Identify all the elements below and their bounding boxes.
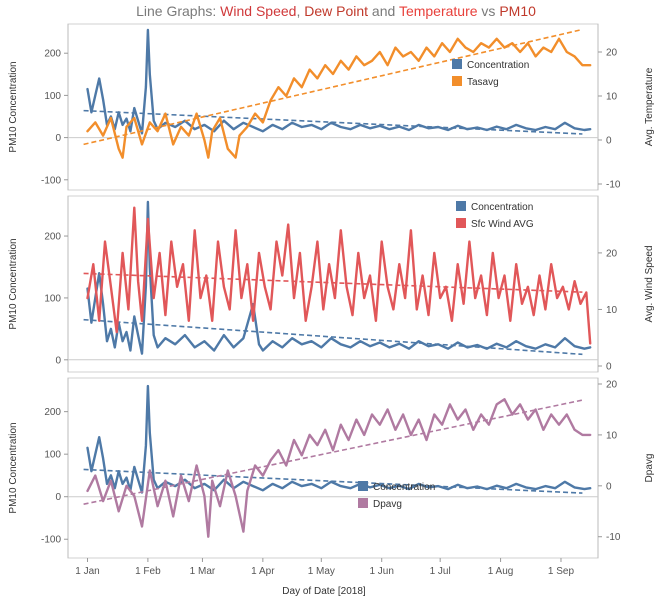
x-axis-title: Day of Date [2018] [282, 586, 366, 597]
right-axis-title: Avg. Wind Speed [644, 245, 655, 322]
left-tick-label: 100 [44, 450, 61, 461]
title-segment: , [296, 3, 304, 19]
right-tick-label: 20 [606, 380, 618, 391]
trend-line-sfc-wind-avg [83, 272, 583, 293]
title-segment: Dew Point [304, 3, 368, 19]
x-tick-label: 1 Sep [548, 566, 575, 577]
left-tick-label: 100 [44, 293, 61, 304]
right-tick-label: -10 [606, 532, 621, 543]
x-axis: 1 Jan 1 Feb 1 Mar 1 Apr 1 May 1 Jun 1 Jul 1 Aug… [75, 558, 574, 577]
left-tick-label: -100 [41, 535, 61, 546]
right-tick-label: 10 [606, 430, 618, 441]
chart-panel-2: 0 100 200 0 10 20 PM10 Concentration Avg. Wind … [8, 195, 655, 373]
left-axis-title: PM10 Concentration [8, 61, 19, 152]
series-line-concentration [86, 384, 592, 494]
right-axis-title: Avg. Temperature [644, 67, 655, 146]
right-tick-label: -10 [606, 180, 621, 191]
series-line-concentration [86, 28, 592, 135]
legend-swatch [358, 498, 368, 508]
right-tick-label: 10 [606, 92, 618, 103]
left-tick-label: 200 [44, 407, 61, 418]
left-axis-title: PM10 Concentration [8, 422, 19, 513]
chart-title: Line Graphs: Wind Speed, Dew Point and T… [136, 3, 536, 19]
legend-swatch [456, 201, 466, 211]
x-tick-label: 1 Apr [251, 566, 275, 577]
right-tick-label: 0 [606, 362, 612, 373]
left-axis-title: PM10 Concentration [8, 238, 19, 329]
left-tick-label: 0 [55, 492, 61, 503]
legend-swatch [452, 59, 462, 69]
right-tick-label: 0 [606, 136, 612, 147]
left-tick-label: 200 [44, 49, 61, 60]
trend-line-concentration [83, 318, 583, 356]
title-segment: Line Graphs: [136, 3, 220, 19]
right-tick-label: 0 [606, 481, 612, 492]
right-axis-title: Dpavg [644, 454, 655, 483]
trend-line-tasavg [83, 28, 583, 146]
series-line-tasavg [86, 37, 592, 159]
title-segment: vs [478, 3, 500, 19]
left-tick-label: 200 [44, 232, 61, 243]
left-tick-label: -100 [41, 175, 61, 186]
legend-item: Sfc Wind AVG [471, 219, 534, 230]
series-line-sfc-wind-avg [86, 206, 592, 345]
trend-line-dpavg [83, 399, 583, 505]
x-tick-label: 1 Mar [190, 566, 216, 577]
legend-item: Concentration [471, 202, 533, 213]
title-segment: Wind Speed [220, 3, 296, 19]
legend-item: Concentration [467, 60, 529, 71]
right-tick-label: 10 [606, 305, 618, 316]
legend: Concentration Dpavg [358, 481, 435, 510]
legend-item: Dpavg [373, 499, 402, 510]
title-segment: PM10 [499, 3, 536, 19]
x-tick-label: 1 Jan [75, 566, 99, 577]
left-tick-label: 0 [55, 133, 61, 144]
right-tick-label: 20 [606, 48, 618, 59]
left-tick-label: 100 [44, 91, 61, 102]
x-tick-label: 1 Jun [369, 566, 393, 577]
legend: Concentration Tasavg [452, 59, 529, 88]
left-tick-label: 0 [55, 355, 61, 366]
legend-item: Tasavg [467, 77, 499, 88]
x-tick-label: 1 Feb [135, 566, 161, 577]
legend-item: Concentration [373, 482, 435, 493]
trend-line-concentration [83, 468, 583, 494]
title-segment: and [368, 3, 399, 19]
legend-swatch [358, 481, 368, 491]
series-line-concentration [86, 200, 592, 355]
series-line-dpavg [86, 398, 592, 538]
legend-swatch [456, 218, 466, 228]
title-segment: Temperature [399, 3, 478, 19]
x-tick-label: 1 May [308, 566, 335, 577]
legend-swatch [452, 76, 462, 86]
x-tick-label: 1 Jul [430, 566, 451, 577]
right-tick-label: 20 [606, 248, 618, 259]
legend: Concentration Sfc Wind AVG [456, 201, 534, 230]
x-tick-label: 1 Aug [488, 566, 514, 577]
